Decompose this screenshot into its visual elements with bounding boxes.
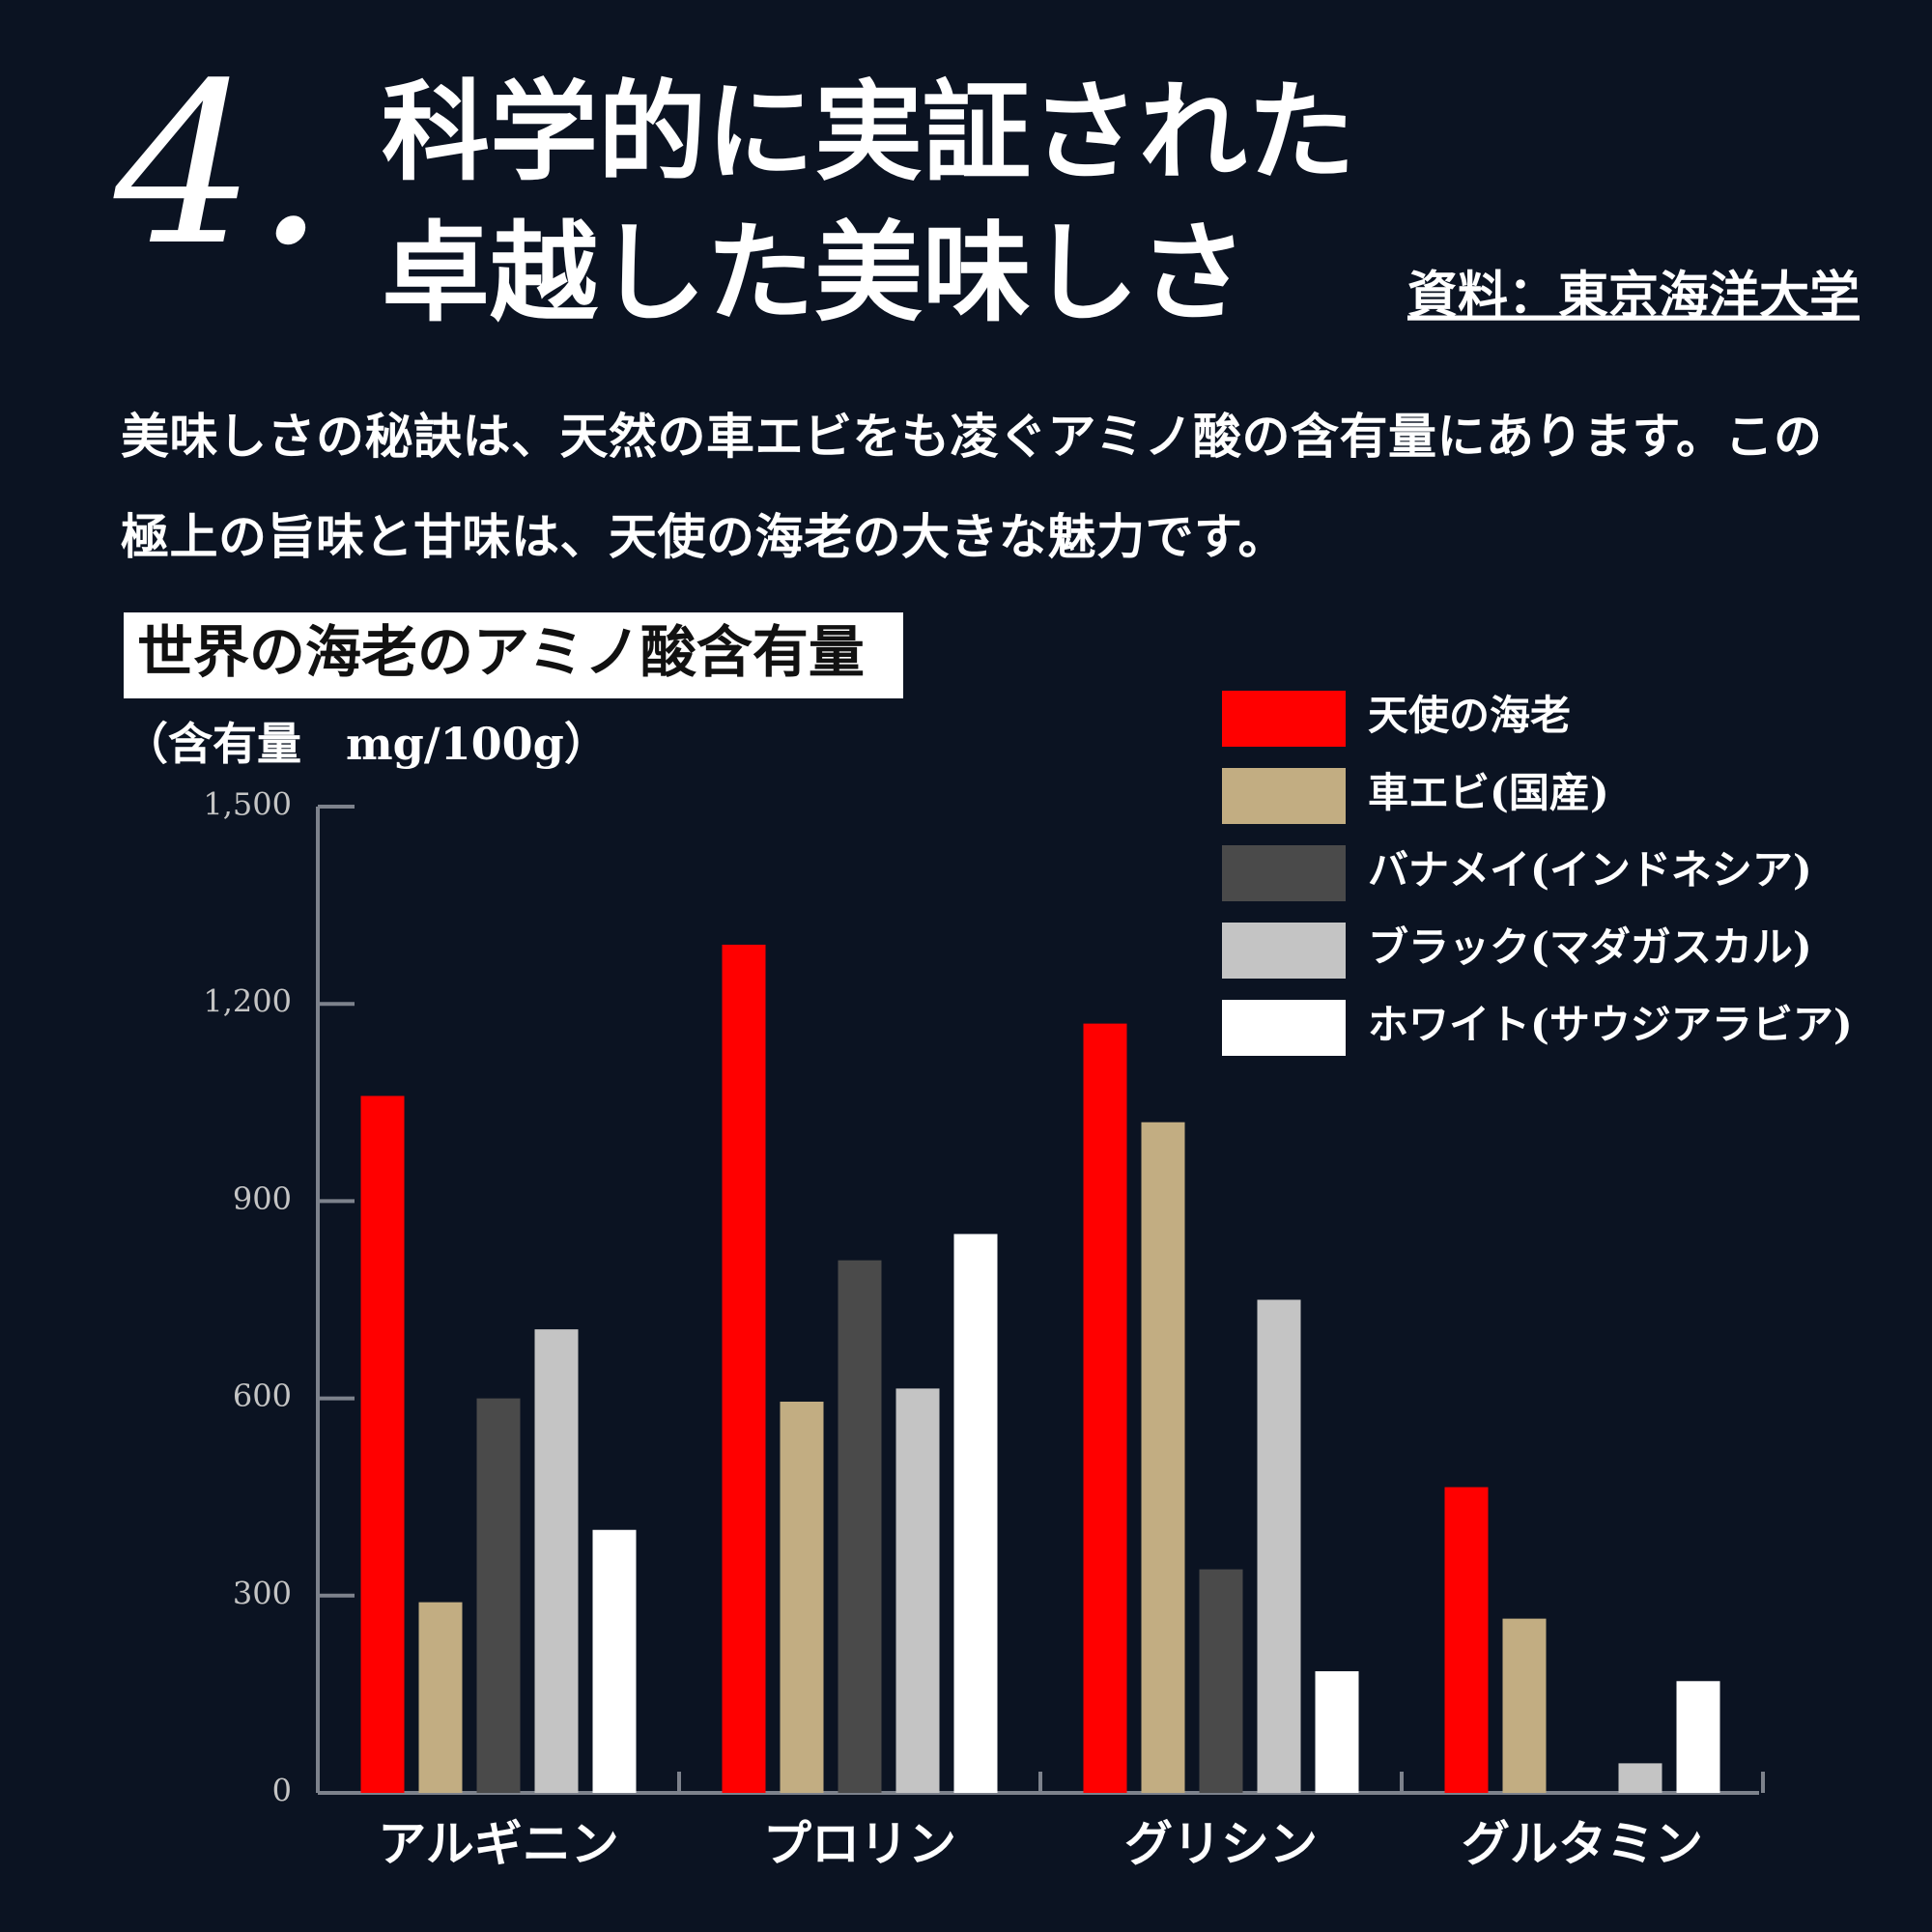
- bar: [722, 944, 766, 1793]
- legend-label: 車エビ(国産): [1368, 769, 1609, 816]
- bar: [592, 1529, 637, 1793]
- chart-title-box: [124, 612, 903, 698]
- bar: [476, 1398, 521, 1793]
- legend-swatch: [1222, 923, 1346, 979]
- y-tick-label: 900: [233, 1180, 292, 1217]
- y-tick-label: 1,200: [203, 983, 292, 1020]
- x-tick-label: グルタミン: [1462, 1815, 1703, 1872]
- x-tick-label: プロリン: [763, 1815, 956, 1872]
- bar: [418, 1602, 463, 1793]
- bar: [780, 1402, 824, 1793]
- chart-title: 世界の海老のアミノ酸含有量: [137, 619, 865, 685]
- x-tick-label: アルギニン: [378, 1815, 619, 1872]
- y-tick-label: 300: [233, 1575, 292, 1611]
- bar: [895, 1388, 940, 1793]
- legend-swatch: [1222, 845, 1346, 901]
- legend-swatch: [1222, 1000, 1346, 1056]
- y-axis-label: （含有量 mg/100g）: [124, 718, 609, 770]
- y-tick-label: 0: [272, 1773, 292, 1809]
- bar: [360, 1095, 405, 1793]
- x-tick-label: グリシン: [1124, 1815, 1318, 1872]
- headline: 科学的に実証された: [382, 69, 1355, 195]
- bar: [1083, 1023, 1127, 1793]
- bar: [534, 1329, 579, 1793]
- body-text: 美味しさの秘訣は、天然の車エビをも凌ぐアミノ酸の含有量にあります。この極上の旨味…: [121, 408, 1823, 565]
- bar: [1444, 1487, 1489, 1793]
- bar: [1199, 1569, 1243, 1793]
- bar: [1257, 1299, 1301, 1793]
- y-tick-label: 1,500: [203, 786, 292, 823]
- bar: [1676, 1681, 1720, 1793]
- bar: [953, 1234, 998, 1793]
- legend-label: ホワイト(サウジアラビア): [1368, 1001, 1853, 1048]
- bar: [1502, 1618, 1547, 1793]
- legend-label: 天使の海老: [1368, 692, 1571, 739]
- headline: 卓越した美味しさ: [382, 210, 1247, 336]
- bar: [838, 1260, 882, 1793]
- legend-swatch: [1222, 768, 1346, 824]
- bar: [1141, 1122, 1185, 1793]
- legend-label: バナメイ(インドネシア): [1368, 846, 1812, 894]
- bar: [1618, 1763, 1662, 1793]
- section-number: 4.: [113, 37, 326, 295]
- legend-swatch: [1222, 691, 1346, 747]
- bar: [1315, 1671, 1359, 1793]
- y-tick-label: 600: [233, 1378, 292, 1414]
- legend-label: ブラック(マダガスカル): [1368, 923, 1812, 971]
- source: 資料：東京海洋大学: [1407, 267, 1860, 326]
